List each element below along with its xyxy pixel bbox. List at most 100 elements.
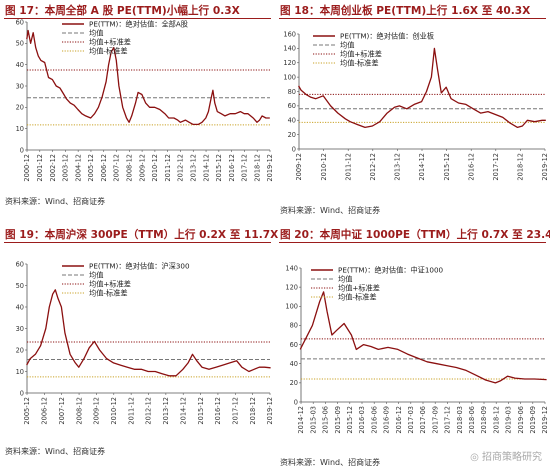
x-tick-label: 2016-12 [214, 397, 222, 425]
x-tick-label: 2018-12 [517, 153, 525, 181]
y-tick-label: 40 [16, 61, 24, 69]
x-tick-label: 2014-12 [297, 406, 305, 434]
chart-title: 图 18：本周创业板 PE(TTM)上行 1.6X 至 40.3X [280, 5, 531, 17]
x-tick-label: 2012-12 [145, 397, 153, 425]
x-tick-label: 2015-09 [334, 406, 342, 434]
legend-label: 均值-标准差 [338, 293, 377, 302]
legend-label: 均值 [89, 271, 103, 280]
chart-title: 图 20：本周中证 1000PE（TTM）上行 0.7X 至 23.4X [280, 229, 550, 241]
x-tick-label: 2018-06 [468, 406, 476, 434]
chart-panel-17: 图 17：本周全部 A 股 PE(TTM)小幅上行 0.3X 0 10 20 30 40… [0, 0, 275, 236]
x-tick-label: 2014-12 [179, 397, 187, 425]
y-tick-label: 20 [16, 346, 24, 354]
title-underline [279, 18, 546, 19]
legend-label: 均值-标准差 [89, 47, 128, 56]
chart-panel-19: 图 19：本周沪深 300PE（TTM）上行 0.2X 至 11.7X 0 10 2… [0, 224, 278, 460]
title-underline [279, 242, 546, 243]
x-tick-label: 2017-12 [444, 406, 452, 434]
y-tick-label: 0 [20, 389, 24, 397]
y-tick-label: 120 [283, 59, 296, 67]
chart-plot: 0 10 20 30 40 50 60 2000-12 2001-12 2002-12 2003-1… [16, 18, 275, 182]
y-tick-label: 80 [288, 88, 296, 96]
chart-source: 资料来源：Wind、招商证券 [280, 206, 381, 215]
legend-label: PE(TTM)：绝对估值：中证1000 [338, 266, 444, 275]
x-tick-label: 2016-12 [467, 153, 475, 181]
x-tick-label: 2016-12 [228, 154, 236, 182]
x-tick-label: 2015-06 [322, 406, 330, 434]
legend-label: PE(TTM)：绝对估值：创业板 [340, 32, 434, 41]
x-tick-label: 2015-03 [309, 406, 317, 434]
x-tick-label: 2017-03 [407, 406, 415, 434]
x-tick-label: 2007-12 [58, 397, 66, 425]
x-tick-label: 2015-12 [346, 406, 354, 434]
y-tick-label: 60 [288, 102, 296, 110]
watermark-logo: ◎ 招商策略研究 [470, 452, 542, 463]
x-tick-label: 2016-09 [383, 406, 391, 434]
legend-label: 均值 [89, 29, 103, 38]
legend-label: 均值+标准差 [89, 38, 131, 47]
y-tick-label: 120 [285, 283, 298, 291]
title-underline [4, 18, 271, 19]
chart-plot: 0 20 40 60 80 100 120 140 2014-12 2015-03 2015-06 2… [285, 264, 549, 434]
x-tick-label: 2016-12 [395, 406, 403, 434]
x-tick-label: 2010-12 [320, 153, 328, 181]
x-tick-label: 2000-12 [23, 154, 31, 182]
x-tick-label: 2007-12 [113, 154, 121, 182]
x-tick-label: 2014-12 [202, 154, 210, 182]
chart-title: 图 17：本周全部 A 股 PE(TTM)小幅上行 0.3X [5, 5, 240, 17]
x-tick-label: 2008-12 [75, 397, 83, 425]
x-tick-label: 2013-12 [189, 154, 197, 182]
x-tick-label: 2015-12 [443, 153, 451, 181]
x-tick-label: 2018-03 [456, 406, 464, 434]
x-tick-label: 2017-12 [492, 153, 500, 181]
y-tick-label: 0 [294, 398, 298, 406]
y-tick-label: 160 [283, 30, 296, 38]
y-tick-label: 40 [288, 117, 296, 125]
x-tick-label: 2008-12 [126, 154, 134, 182]
x-tick-label: 2003-12 [62, 154, 70, 182]
y-tick-label: 10 [16, 125, 24, 133]
chart-plot: 0 10 20 30 40 50 60 2005-12 2006-12 2007-12 2008-1… [16, 260, 275, 425]
x-tick-label: 2001-12 [36, 154, 44, 182]
legend-label: 均值+标准差 [89, 280, 131, 289]
chart-source: 资料来源：Wind、招商证券 [5, 447, 106, 456]
pe-series-line [26, 29, 270, 126]
x-tick-label: 2019-03 [505, 406, 513, 434]
x-tick-label: 2017-09 [431, 406, 439, 434]
x-tick-label: 2014-12 [418, 153, 426, 181]
x-tick-label: 2019-12 [541, 153, 549, 181]
x-tick-label: 2011-12 [344, 153, 352, 181]
chart-panel-20: 图 20：本周中证 1000PE（TTM）上行 0.7X 至 23.4X 0 20… [275, 224, 550, 467]
x-tick-label: 2006-12 [100, 154, 108, 182]
legend-label: 均值+标准差 [338, 284, 380, 293]
chart-panel-18: 图 18：本周创业板 PE(TTM)上行 1.6X 至 40.3X 0 20 40 6… [275, 0, 550, 236]
chart-plot: 0 20 40 60 80 100 120 140 160 2009-12 2010-12 2011-… [283, 30, 549, 181]
y-tick-label: 20 [288, 131, 296, 139]
y-tick-label: 60 [290, 341, 298, 349]
y-tick-label: 50 [16, 282, 24, 290]
legend-label: 均值-标准差 [89, 289, 128, 298]
x-tick-label: 2004-12 [74, 154, 82, 182]
x-tick-label: 2017-12 [241, 154, 249, 182]
x-tick-label: 2011-12 [164, 154, 172, 182]
legend-label: 均值-标准差 [340, 59, 379, 68]
legend-label: 均值+标准差 [340, 50, 382, 59]
pe-series-line [299, 291, 547, 384]
x-tick-label: 2012-12 [177, 154, 185, 182]
y-tick-label: 0 [20, 146, 24, 154]
y-tick-label: 10 [16, 368, 24, 376]
y-tick-label: 100 [283, 73, 296, 81]
x-tick-label: 2009-12 [93, 397, 101, 425]
y-tick-label: 50 [16, 40, 24, 48]
y-tick-label: 60 [16, 18, 24, 26]
legend-label: PE(TTM)：绝对估值：沪深300 [89, 262, 190, 271]
y-tick-label: 30 [16, 325, 24, 333]
x-tick-label: 2018-12 [492, 406, 500, 434]
legend-label: 均值 [338, 275, 352, 284]
x-tick-label: 2010-12 [151, 154, 159, 182]
y-tick-label: 140 [285, 264, 298, 272]
y-tick-label: 60 [16, 260, 24, 268]
legend-label: PE(TTM)：绝对估值：全部A股 [89, 20, 188, 29]
x-tick-label: 2009-12 [138, 154, 146, 182]
y-tick-label: 40 [290, 360, 298, 368]
